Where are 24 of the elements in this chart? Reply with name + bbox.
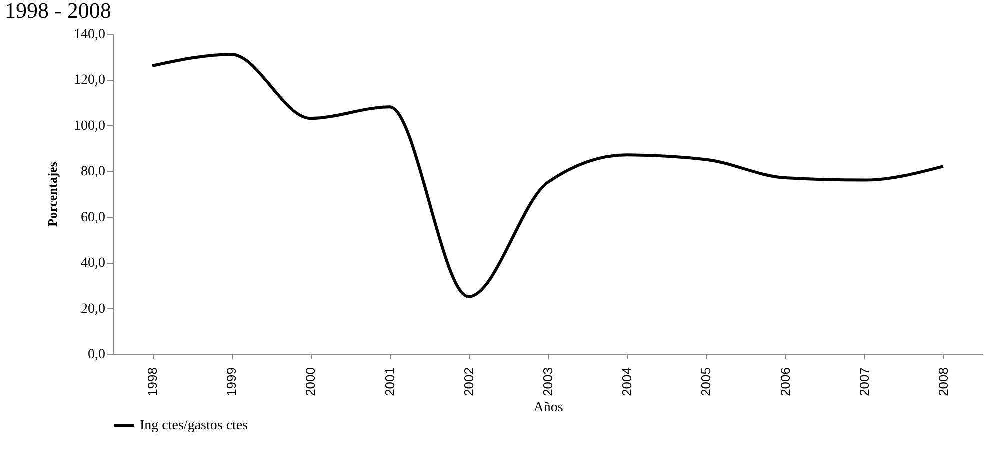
x-tick-label: 2000	[303, 368, 318, 396]
x-tick-label: 2008	[936, 368, 951, 396]
x-tick-label: 2002	[461, 368, 476, 396]
y-tick-label: 0,0	[88, 348, 106, 362]
y-tick-label: 60,0	[81, 210, 106, 226]
x-tick-label: 1998	[145, 368, 160, 396]
x-tick-label: 2001	[382, 368, 398, 396]
y-axis-title: Porcentajes	[45, 162, 60, 227]
y-tick-label: 80,0	[81, 164, 106, 180]
x-tick-label: 2004	[620, 368, 635, 396]
x-tick-label: 2006	[778, 368, 793, 396]
x-axis-title: Años	[534, 400, 564, 416]
x-tick-label: 1999	[224, 368, 240, 396]
y-tick-label: 40,0	[81, 256, 106, 272]
x-tick-label: 2007	[856, 368, 872, 396]
chart-title: 1998 - 2008	[5, 0, 112, 23]
legend-label: Ing ctes/gastos ctes	[140, 418, 248, 434]
x-tick-label: 2003	[540, 368, 556, 396]
line-series	[151, 53, 945, 298]
y-tick-label: 140,0	[74, 28, 106, 42]
y-tick-label: 100,0	[74, 118, 106, 134]
x-tick-label: 2005	[698, 368, 714, 396]
y-tick-label: 120,0	[74, 73, 106, 88]
y-tick-label: 20,0	[81, 302, 106, 317]
